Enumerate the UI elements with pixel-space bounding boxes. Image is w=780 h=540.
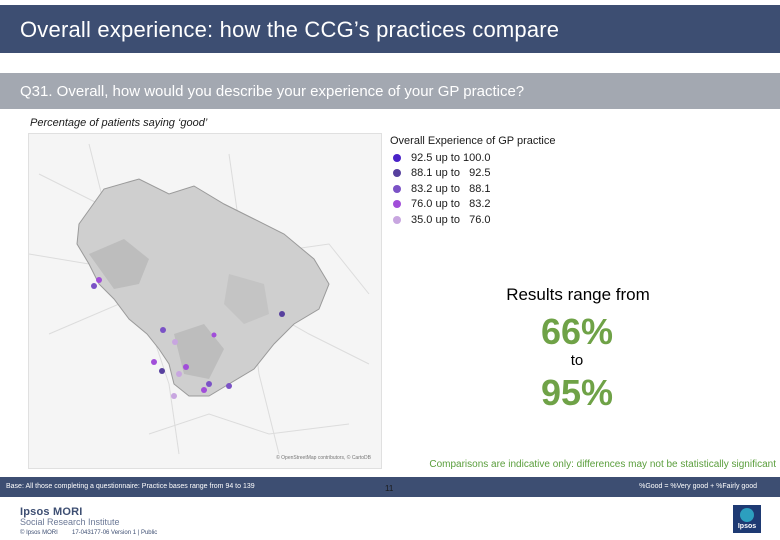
practice-dot — [201, 387, 207, 393]
legend-item: 83.2 up to 88.1 — [390, 181, 555, 197]
legend-label: 35.0 up to 76.0 — [411, 213, 491, 226]
legend-swatch — [393, 169, 401, 178]
range-lead: Results range from — [506, 285, 650, 304]
caveat-note: Comparisons are indicative only: differe… — [429, 459, 776, 470]
subtitle: Percentage of patients saying ‘good’ — [30, 117, 208, 129]
legend-label: 92.5 up to 100.0 — [411, 151, 491, 164]
ipsos-mori-logo: Ipsos MORI — [20, 506, 83, 518]
legend-item: 88.1 up to 92.5 — [390, 166, 555, 182]
practice-map: © OpenStreetMap contributors, © CartoDB — [28, 133, 382, 469]
practice-dot — [226, 383, 232, 389]
legend-swatch — [393, 184, 401, 193]
legend-swatch — [393, 215, 401, 224]
map-graphic — [29, 134, 381, 468]
footer-copyright: © Ipsos MORI — [20, 530, 58, 536]
ipsos-brand-icon: Ipsos — [733, 505, 761, 533]
legend-item: 35.0 up to 76.0 — [390, 212, 555, 228]
practice-dot — [159, 368, 165, 374]
logo-subtitle: Social Research Institute — [20, 517, 120, 527]
practice-dot — [183, 364, 189, 370]
practice-dot — [279, 311, 285, 317]
question-text: Q31. Overall, how would you describe you… — [20, 83, 525, 100]
legend-label: 88.1 up to 92.5 — [411, 167, 491, 180]
page-number: 11 — [385, 484, 394, 493]
range-low-value: 66% — [540, 311, 614, 352]
legend-label: 76.0 up to 83.2 — [411, 198, 491, 211]
legend-label: 83.2 up to 88.1 — [411, 182, 491, 195]
legend-swatch — [393, 153, 401, 162]
practice-dot — [91, 283, 97, 289]
title-bar — [0, 0, 780, 64]
legend-item: 76.0 up to 83.2 — [390, 197, 555, 213]
question-bar — [0, 73, 780, 109]
practice-dot — [171, 393, 177, 399]
legend-title: Overall Experience of GP practice — [390, 135, 556, 147]
range-to: to — [570, 352, 584, 369]
practice-dot — [176, 371, 182, 377]
practice-dot — [206, 381, 212, 387]
map-legend: Overall Experience of GP practice 92.5 u… — [390, 135, 555, 228]
footer-job-number: 17-043177-06 Version 1 | Public — [72, 530, 158, 536]
ipsos-ring-icon — [740, 508, 754, 522]
practice-dot — [151, 359, 157, 365]
legend-swatch — [393, 200, 401, 209]
slide-title: Overall experience: how the CCG’s practi… — [20, 17, 560, 42]
title-band — [0, 5, 780, 53]
ccg-boundary — [76, 178, 330, 397]
map-credit: © OpenStreetMap contributors, © CartoDB — [276, 455, 371, 461]
good-definition: %Good = %Very good + %Fairly good — [639, 483, 757, 490]
base-text: Base: All those completing a questionnai… — [6, 483, 255, 490]
range-high-value: 95% — [540, 372, 614, 413]
practice-dot — [160, 327, 166, 333]
base-bar — [0, 477, 780, 497]
practice-dot — [96, 277, 102, 283]
practice-dot — [211, 332, 217, 338]
practice-dot — [172, 339, 178, 345]
ipsos-wordmark: Ipsos — [737, 523, 757, 530]
legend-item: 92.5 up to 100.0 — [390, 150, 555, 166]
